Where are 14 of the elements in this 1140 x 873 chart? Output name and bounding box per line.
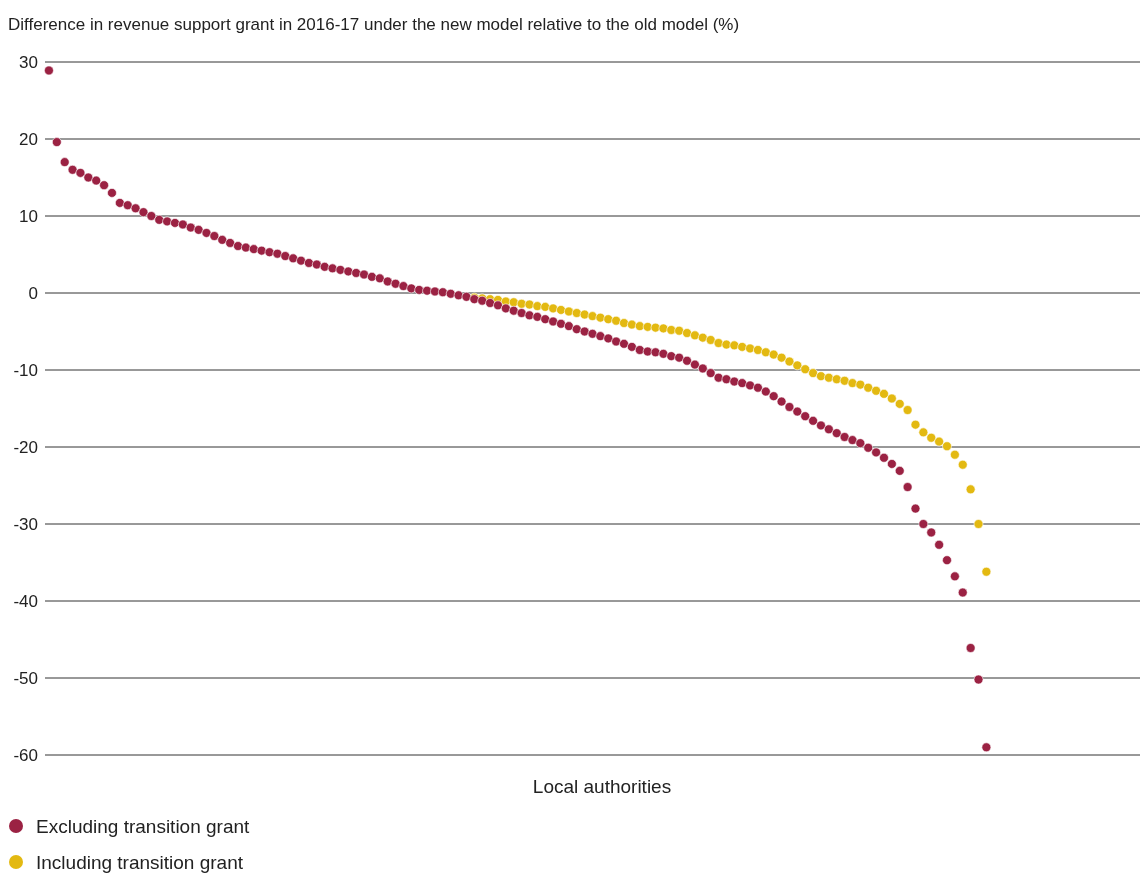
chart-title: Difference in revenue support grant in 2016-17 under the new model relative to the old model (%) [8, 15, 740, 34]
y-tick-label: -10 [13, 360, 38, 380]
y-tick-label: 10 [19, 206, 38, 226]
y-tick-label: 20 [19, 129, 38, 149]
legend-label: Including transition grant [36, 851, 244, 873]
y-tick-label: -60 [13, 745, 38, 765]
x-axis-title: Local authorities [532, 776, 672, 797]
y-tick-label: -20 [13, 437, 38, 457]
y-tick-label: 30 [19, 52, 38, 72]
y-tick-label: 0 [28, 283, 38, 303]
y-tick-label: -30 [13, 514, 38, 534]
legend-label: Excluding transition grant [36, 815, 251, 837]
y-tick-label: -40 [13, 591, 38, 611]
y-tick-label: -50 [13, 668, 38, 688]
